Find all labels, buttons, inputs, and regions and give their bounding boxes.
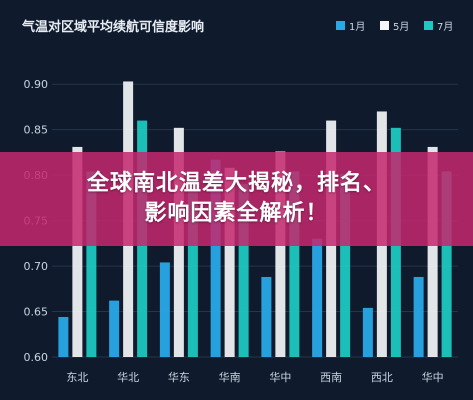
x-tick-label-0: 东北 bbox=[66, 371, 88, 384]
bar-4-2 bbox=[289, 171, 300, 357]
bar-5-0 bbox=[312, 238, 323, 357]
bar-4-0 bbox=[261, 276, 272, 357]
x-tick-label-6: 西北 bbox=[371, 371, 393, 384]
bar-7-0 bbox=[413, 276, 424, 357]
x-axis: 东北 华北 华东 华南 华中 西南 西北 华中 bbox=[66, 370, 443, 384]
x-tick-label-3: 华南 bbox=[219, 370, 241, 384]
legend-swatch-1 bbox=[380, 21, 389, 30]
y-tick-label-2: 0.70 bbox=[24, 260, 49, 273]
x-tick-label-5: 西南 bbox=[320, 371, 342, 384]
legend-swatch-0 bbox=[336, 21, 345, 30]
legend-label-2: 7月 bbox=[437, 21, 453, 33]
bar-5-2 bbox=[340, 174, 351, 357]
bar-6-0 bbox=[362, 307, 373, 357]
bar-4-1 bbox=[275, 151, 286, 357]
y-tick-label-5: 0.85 bbox=[24, 124, 49, 137]
bar-3-0 bbox=[210, 159, 221, 357]
legend-swatch-2 bbox=[424, 21, 433, 30]
bar-2-0 bbox=[159, 262, 170, 357]
legend-label-1: 5月 bbox=[393, 21, 409, 33]
chart-title: 气温对区域平均续航可信度影响 bbox=[22, 19, 204, 35]
bar-1-0 bbox=[109, 300, 120, 357]
bar-0-0 bbox=[58, 316, 69, 357]
bar-3-1 bbox=[224, 167, 235, 357]
y-tick-label-0: 0.60 bbox=[24, 351, 49, 364]
y-tick-label-1: 0.65 bbox=[24, 306, 49, 319]
y-tick-label-6: 0.90 bbox=[24, 78, 49, 91]
x-tick-label-7: 华中 bbox=[422, 370, 444, 384]
headline-banner: 全球南北温差大揭秘，排名、 影响因素全解析！ bbox=[0, 152, 473, 246]
bar-3-2 bbox=[238, 184, 249, 357]
bar-0-1 bbox=[72, 146, 83, 357]
x-tick-label-1: 华北 bbox=[117, 370, 139, 384]
bar-7-2 bbox=[441, 171, 452, 357]
bar-7-1 bbox=[427, 146, 438, 357]
x-tick-label-4: 华中 bbox=[269, 370, 291, 384]
legend: 1月 5月 7月 bbox=[336, 21, 453, 33]
legend-label-0: 1月 bbox=[349, 21, 365, 33]
headline-line-2: 影响因素全解析！ bbox=[144, 201, 329, 226]
x-tick-label-2: 华东 bbox=[168, 370, 190, 384]
bar-2-2 bbox=[187, 176, 198, 357]
headline-line-1: 全球南北温差大揭秘，排名、 bbox=[86, 171, 386, 196]
bar-0-2 bbox=[86, 171, 97, 357]
